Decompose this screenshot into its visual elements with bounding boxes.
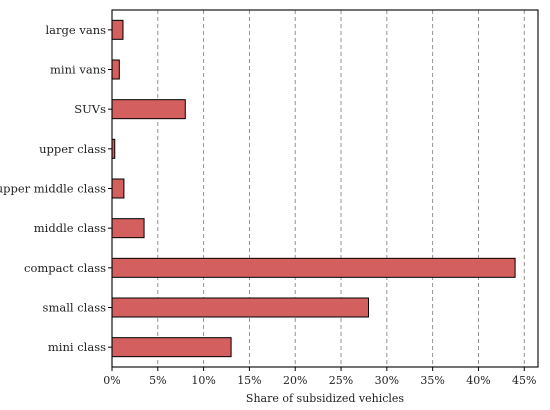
x-tick-label: 25% [329, 374, 353, 387]
x-tick-label: 30% [375, 374, 399, 387]
bar [111, 297, 370, 318]
axis-ticks [108, 29, 525, 371]
bars [111, 19, 516, 358]
x-tick-label: 40% [466, 374, 490, 387]
bar [111, 178, 125, 199]
category-label: middle class [34, 221, 106, 235]
category-labels: large vans mini vans SUVs upper class upper … [0, 23, 106, 354]
bar [111, 59, 120, 80]
x-tick-label: 15% [237, 374, 261, 387]
category-label: mini class [48, 340, 106, 354]
x-axis-title: Share of subsidized vehicles [246, 392, 404, 405]
x-tick-label: 45% [512, 374, 536, 387]
category-label: large vans [45, 23, 106, 37]
category-label: SUVs [74, 102, 106, 116]
x-tick-label: 10% [191, 374, 215, 387]
bar [111, 99, 186, 120]
bar [111, 257, 516, 278]
grid-lines [157, 10, 525, 367]
bar [111, 218, 145, 239]
x-tick-label: 20% [283, 374, 307, 387]
category-label: compact class [24, 261, 106, 275]
category-label: upper class [39, 142, 106, 156]
category-label: upper middle class [0, 182, 106, 196]
x-tick-label: 35% [420, 374, 444, 387]
x-tick-label: 5% [149, 374, 166, 387]
x-tick-label: 0% [103, 374, 120, 387]
bar [111, 19, 124, 40]
category-label: small class [43, 301, 107, 315]
category-label: mini vans [50, 63, 106, 77]
x-tick-labels: 0% 5% 10% 15% 20% 25% 30% 35% 40% 45% [103, 374, 536, 387]
bar [111, 337, 232, 358]
